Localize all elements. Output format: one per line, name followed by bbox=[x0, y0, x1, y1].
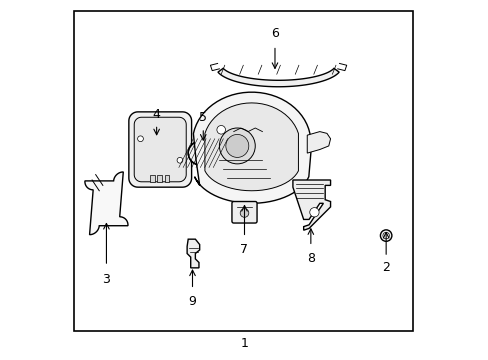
Text: 9: 9 bbox=[188, 295, 196, 308]
Text: 7: 7 bbox=[240, 243, 248, 256]
Polygon shape bbox=[306, 132, 330, 153]
Polygon shape bbox=[134, 117, 186, 182]
Polygon shape bbox=[193, 92, 310, 203]
Circle shape bbox=[380, 230, 391, 241]
Text: 4: 4 bbox=[152, 108, 160, 121]
Ellipse shape bbox=[188, 140, 218, 166]
Circle shape bbox=[225, 134, 248, 157]
Bar bbox=[74, 12, 412, 330]
Circle shape bbox=[137, 136, 143, 141]
Circle shape bbox=[217, 126, 225, 134]
Text: 8: 8 bbox=[306, 252, 314, 265]
Polygon shape bbox=[204, 103, 298, 191]
Bar bbox=[150, 175, 155, 182]
Circle shape bbox=[219, 128, 255, 164]
Polygon shape bbox=[292, 180, 330, 230]
Polygon shape bbox=[187, 239, 199, 268]
Text: 3: 3 bbox=[102, 273, 110, 286]
Circle shape bbox=[382, 232, 388, 239]
Text: 5: 5 bbox=[199, 111, 207, 125]
Bar bbox=[164, 175, 169, 182]
Polygon shape bbox=[128, 112, 191, 187]
Polygon shape bbox=[218, 68, 339, 87]
Text: 6: 6 bbox=[270, 27, 278, 40]
Circle shape bbox=[309, 208, 319, 217]
Circle shape bbox=[240, 209, 248, 217]
Polygon shape bbox=[85, 172, 128, 235]
Text: 2: 2 bbox=[382, 261, 389, 274]
FancyBboxPatch shape bbox=[231, 202, 257, 223]
Bar bbox=[157, 175, 162, 182]
Circle shape bbox=[177, 157, 183, 163]
Text: 1: 1 bbox=[240, 337, 248, 350]
